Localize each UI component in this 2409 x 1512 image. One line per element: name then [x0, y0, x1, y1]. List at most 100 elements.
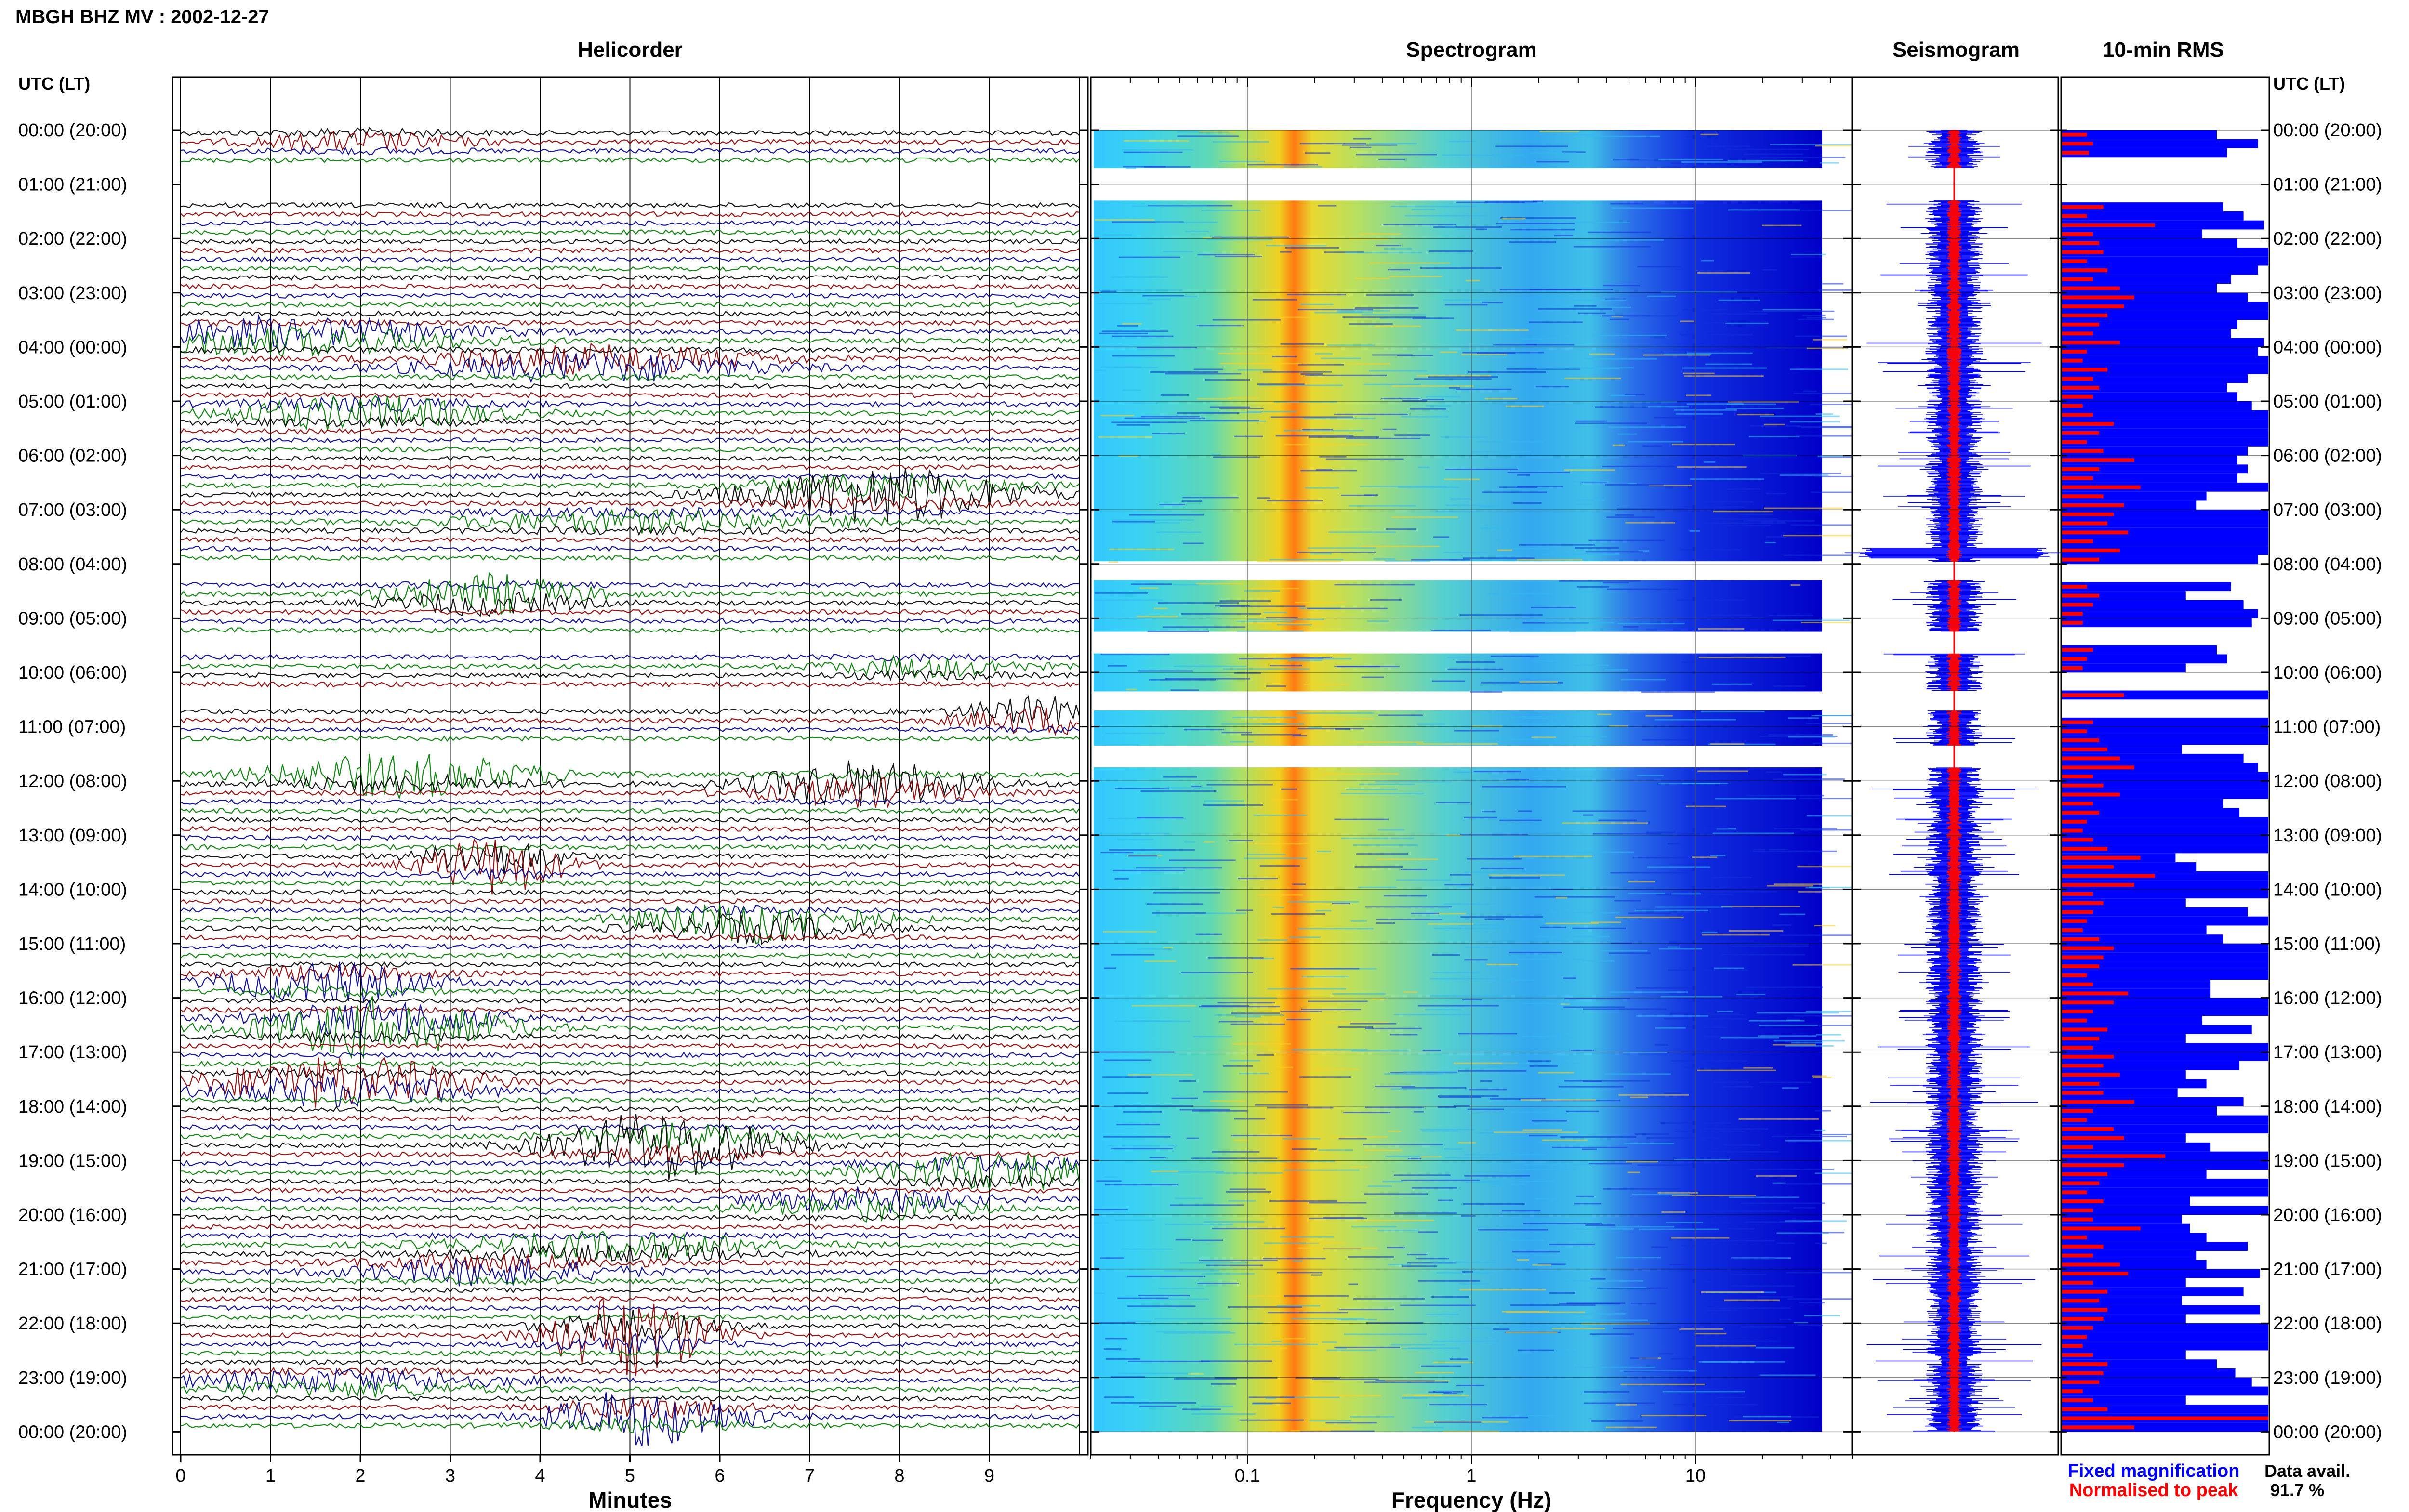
rms-bar-normalised: [2062, 440, 2087, 444]
helicorder-trace: [180, 754, 1080, 800]
spectrogram-speckle: [1459, 614, 1543, 616]
rms-bar-normalised: [2062, 1272, 2128, 1276]
spectrogram-speckle: [1239, 1073, 1269, 1075]
rms-bar-normalised: [2062, 1190, 2087, 1195]
spectrogram-speckle: [1385, 1156, 1439, 1157]
rms-bar-fixed: [2062, 1178, 2268, 1188]
spectrogram-speckle: [1144, 166, 1191, 168]
spectrogram-speckle: [1402, 1265, 1438, 1267]
spectrogram-speckle: [1433, 1362, 1474, 1364]
spectrogram-speckle: [1291, 657, 1333, 658]
rms-bar-normalised: [2062, 142, 2093, 146]
spectrogram-speckle: [1102, 1076, 1151, 1078]
spectrogram-speckle: [1442, 154, 1525, 156]
helicorder-trace: [180, 654, 1080, 679]
rms-bar-normalised: [2062, 819, 2087, 824]
spectrogram-speckle: [1170, 689, 1199, 691]
spectrogram-speckle: [1609, 318, 1629, 320]
minute-tick-label: 8: [894, 1466, 904, 1486]
spectrogram-speckle: [1290, 968, 1360, 970]
spectrogram-speckle: [1815, 1110, 1831, 1112]
spectrogram-speckle: [1814, 475, 1887, 477]
rms-bar-normalised: [2062, 358, 2083, 363]
spectrogram-speckle: [1766, 536, 1786, 538]
spectrogram-speckle: [1236, 620, 1294, 622]
spectrogram-speckle: [1199, 1006, 1280, 1008]
spectrogram-speckle: [1248, 1396, 1295, 1398]
spectrogram-speckle: [1531, 736, 1556, 738]
rms-bar-fixed: [2062, 428, 2268, 438]
rms-bar-fixed: [2062, 446, 2248, 456]
spectrogram-speckle: [1625, 394, 1645, 395]
helicorder-trace: [180, 807, 1080, 815]
spectrogram-speckle: [1729, 1196, 1799, 1198]
spectrogram-speckle: [1278, 316, 1326, 318]
spectrogram-speckle: [1815, 1172, 1862, 1174]
spectrogram-speckle: [1670, 162, 1727, 164]
spectrogram-speckle: [1572, 810, 1646, 812]
spectrogram-speckle: [1116, 1124, 1161, 1126]
spectrogram-speckle: [1127, 1275, 1205, 1277]
spectrogram-speckle: [1354, 866, 1403, 868]
spectrogram-speckle: [1103, 1396, 1134, 1398]
rms-bar-normalised: [2062, 485, 2141, 489]
spectrogram-speckle: [1804, 1315, 1840, 1317]
rms-bar-normalised: [2062, 1118, 2087, 1122]
spectrogram-speckle: [1816, 1034, 1841, 1036]
spectrogram-speckle: [1247, 854, 1286, 855]
helicorder-trace: [180, 1214, 1080, 1222]
spectrogram-speckle: [1309, 436, 1379, 438]
rms-bar-fixed: [2062, 455, 2237, 465]
spectrogram-speckle: [1112, 355, 1175, 357]
spectrogram-speckle: [1328, 1136, 1388, 1138]
spectrogram-speckle: [1562, 151, 1586, 153]
spectrogram-speckle: [1269, 1200, 1338, 1202]
spectrogram-speckle: [1375, 1086, 1415, 1088]
spectrogram-speckle: [1549, 1292, 1576, 1294]
frequency-tick-label: 1: [1466, 1466, 1476, 1486]
spectrogram-speckle: [1759, 1025, 1818, 1026]
spectrogram-speckle: [1378, 829, 1404, 831]
spectrogram-speckle: [1197, 398, 1232, 400]
spectrogram-speckle: [1756, 1175, 1797, 1177]
spectrogram-speckle: [1384, 1380, 1450, 1382]
spectrogram-speckle: [1248, 618, 1324, 620]
spectrogram-speckle: [1203, 1091, 1288, 1093]
rms-bar-fixed: [2062, 618, 2252, 628]
helicorder-trace: [180, 472, 1080, 498]
spectrogram-speckle: [1459, 1289, 1546, 1291]
spectrogram-speckle: [1529, 1135, 1558, 1137]
spectrogram-speckle: [1337, 1319, 1377, 1321]
spectrogram-speckle: [1523, 1002, 1574, 1004]
helicorder-trace: [180, 392, 1080, 398]
spectrogram-speckle: [1536, 368, 1620, 369]
spectrogram-speckle: [1384, 248, 1412, 250]
spectrogram-speckle: [1164, 1270, 1219, 1272]
spectrogram-speckle: [1465, 946, 1510, 948]
spectrogram-speckle: [1577, 499, 1604, 501]
rms-bar-fixed: [2062, 1332, 2268, 1341]
spectrogram-speckle: [1318, 1149, 1353, 1151]
spectrogram-speckle: [1390, 1344, 1446, 1346]
spectrogram-speckle: [1807, 347, 1847, 349]
spectrogram-speckle: [1111, 421, 1187, 423]
rms-bar-fixed: [2062, 546, 2268, 555]
spectrogram-speckle: [1637, 266, 1682, 268]
helicorder-trace: [180, 1223, 1080, 1230]
rms-bar-fixed: [2062, 302, 2268, 311]
time-tick-label-right: 10:00 (06:00): [2273, 663, 2382, 683]
spectrogram-speckle: [1112, 221, 1184, 223]
spectrogram-speckle: [1160, 394, 1189, 396]
spectrogram-speckle: [1398, 486, 1459, 488]
spectrogram-speckle: [1493, 1328, 1510, 1330]
spectrogram-speckle: [1343, 1112, 1390, 1114]
spectrogram-speckle: [1428, 376, 1498, 378]
spectrogram-speckle: [1802, 315, 1826, 316]
spectrogram-speckle: [1154, 1318, 1232, 1320]
spectrogram-speckle: [1585, 551, 1643, 553]
spectrogram-speckle: [1464, 959, 1488, 961]
time-tick-label-left: 06:00 (02:00): [18, 446, 127, 466]
rms-bar-normalised: [2062, 1299, 2100, 1303]
spectrogram-speckle: [1501, 218, 1526, 220]
